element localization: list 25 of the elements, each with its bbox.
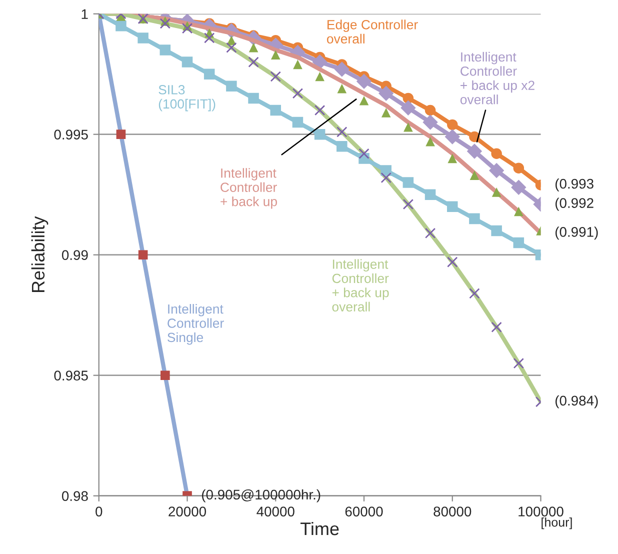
data-label: (0.992 xyxy=(556,198,594,211)
text: Intelligent Controller + back up xyxy=(220,168,277,209)
x-tick-label: 40000 xyxy=(256,506,294,516)
series-label: Intelligent Controller Single xyxy=(168,304,224,345)
series-label: Edge Controller overall xyxy=(327,20,418,44)
x-tick-label: 80000 xyxy=(434,506,472,516)
x-tick-label: 60000 xyxy=(345,506,383,516)
y-tick-label: 1 xyxy=(82,9,88,19)
y-tick-label: 0.985 xyxy=(54,370,88,381)
x-tick-label: 100000 xyxy=(518,506,564,516)
x-tick-label: 0 xyxy=(96,506,102,516)
series-label: SIL3 (100[FIT]) xyxy=(158,85,216,112)
text: [hour] xyxy=(542,518,572,530)
y-tick-label: 0.995 xyxy=(54,130,88,140)
y-axis-title: Reliability xyxy=(31,216,48,292)
x-axis-title: Time xyxy=(300,522,339,536)
y-tick-label: 0.98 xyxy=(62,491,88,501)
text: Intelligent Controller + back up x2 overall xyxy=(460,52,534,104)
text: Intelligent Controller + back up overall xyxy=(332,259,389,312)
y-tick-label: 0.99 xyxy=(62,250,88,260)
data-label: (0.993 xyxy=(556,178,594,192)
data-label: (0.984) xyxy=(556,395,598,408)
x-tick-label: 20000 xyxy=(168,506,206,516)
data-label: (0.905@100000hr.) xyxy=(202,489,320,502)
data-label: (0.991) xyxy=(556,226,598,240)
